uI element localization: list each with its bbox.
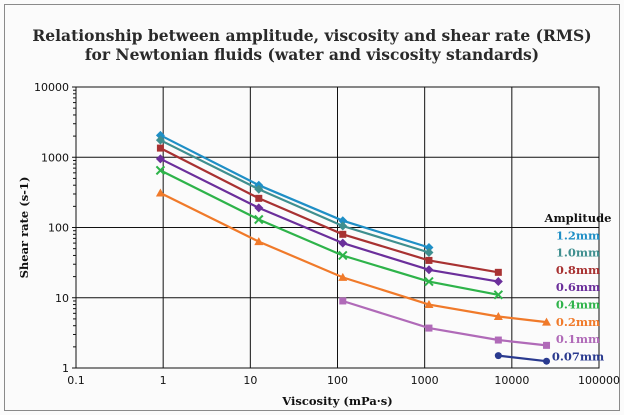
data-point-1.0mm [254, 184, 264, 194]
data-point-stroke [155, 165, 166, 176]
data-point-0.6mm [155, 154, 165, 164]
data-point-stroke [493, 290, 504, 300]
data-point-0.8mm [339, 230, 347, 238]
series-line-0.8mm [159, 147, 499, 274]
data-point-0.8mm [156, 144, 164, 152]
legend-entry: 0.4mm [556, 298, 600, 312]
data-point-0.6mm [493, 277, 503, 287]
data-point-0.4mm [155, 165, 166, 176]
chart-title: Relationship between amplitude, viscosit… [32, 26, 592, 45]
data-point-0.2mm [155, 188, 165, 197]
data-point-0.6mm [338, 238, 348, 248]
data-point-0.6mm [424, 265, 434, 275]
y-tick-label: 1000 [41, 151, 69, 164]
data-point-0.2mm [254, 237, 264, 246]
legend-entry: 0.07mm [552, 349, 604, 363]
data-point-1.2mm [155, 130, 165, 140]
series-line-0.1mm [342, 299, 547, 347]
y-tick-label: 100 [48, 222, 69, 235]
x-tick-label: 0.1 [67, 374, 85, 387]
y-tick-label: 1 [62, 362, 69, 375]
data-point-0.4mm [493, 290, 504, 300]
x-tick-label: 1000 [411, 374, 439, 387]
x-tick-label: 10 [243, 374, 257, 387]
data-point-stroke [424, 276, 434, 287]
chart-border [4, 4, 620, 411]
data-point-0.1mm [543, 341, 551, 349]
data-point-1.0mm [155, 135, 165, 145]
x-tick-label: 10000 [494, 374, 529, 387]
series-line-0.2mm [159, 192, 547, 324]
series-line-1.2mm [159, 134, 430, 249]
legend-title: Amplitude [544, 211, 612, 225]
y-tick-label: 10000 [34, 81, 69, 94]
data-point-stroke [338, 250, 348, 261]
data-point-0.4mm [254, 214, 264, 225]
y-tick-label: 10 [55, 292, 69, 305]
chart-subtitle: for Newtonian fluids (water and viscosit… [84, 45, 540, 64]
data-point-0.8mm [494, 268, 502, 276]
legend-entry: 0.6mm [556, 280, 600, 294]
legend-entry: 0.2mm [556, 315, 600, 329]
legend-entry: 1.2mm [556, 228, 600, 242]
x-axis-title: Viscosity (mPa·s) [281, 394, 392, 408]
data-point-0.2mm [338, 272, 348, 281]
data-point-1.0mm [424, 248, 434, 258]
data-point-0.4mm [338, 250, 348, 261]
data-point-0.8mm [255, 194, 263, 202]
data-point-0.8mm [425, 256, 433, 264]
data-point-0.4mm [424, 276, 434, 287]
x-tick-label: 1 [160, 374, 167, 387]
series-line-0.07mm [498, 354, 547, 363]
legend-entry: 0.1mm [556, 332, 600, 346]
data-point-1.2mm [338, 216, 348, 226]
data-point-0.2mm [424, 300, 434, 309]
series-line-0.4mm [159, 169, 499, 296]
data-point-0.07mm [494, 352, 502, 360]
data-point-0.1mm [339, 297, 347, 305]
data-point-0.1mm [494, 336, 502, 344]
data-point-0.2mm [493, 312, 503, 321]
y-axis-title: Shear rate (s-1) [17, 177, 31, 279]
data-point-0.6mm [254, 203, 264, 213]
data-point-1.0mm [338, 221, 348, 231]
plot-area-frame [75, 86, 600, 369]
x-tick-label: 100000 [578, 374, 620, 387]
series-line-1.0mm [159, 139, 430, 254]
data-point-0.07mm [543, 357, 551, 365]
data-point-stroke [254, 214, 264, 225]
legend-entry: 0.8mm [556, 263, 600, 277]
data-point-1.2mm [424, 242, 434, 252]
x-tick-label: 100 [327, 374, 348, 387]
data-point-0.2mm [542, 317, 552, 326]
legend-entry: 1.0mm [556, 246, 600, 260]
data-point-0.1mm [425, 324, 433, 332]
